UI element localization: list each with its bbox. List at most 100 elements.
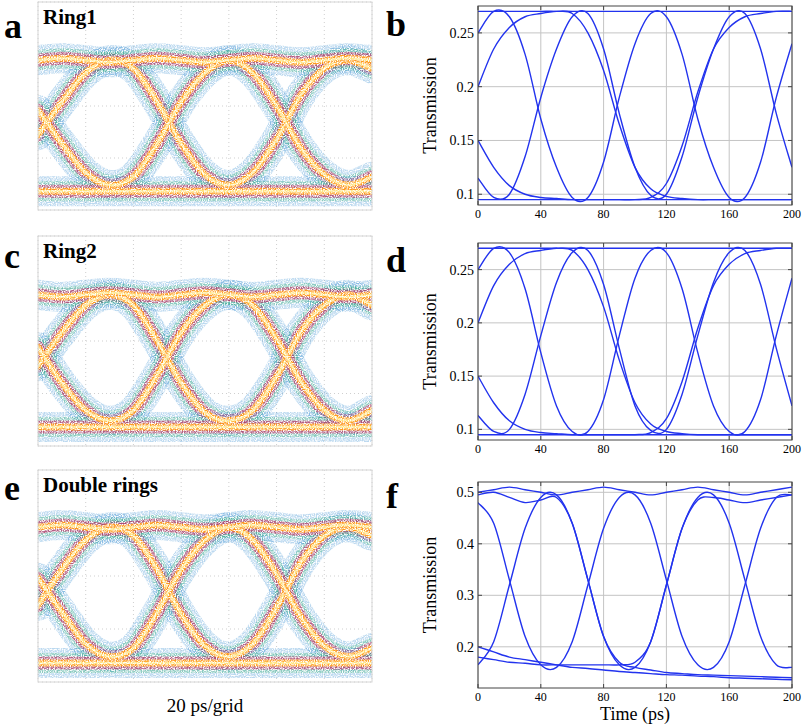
trace	[38, 60, 372, 185]
tick-mark	[478, 269, 482, 270]
panel-title: Double rings	[43, 473, 158, 497]
grid-line	[38, 576, 372, 577]
trace-halo	[38, 527, 372, 656]
y-tick-label: 0.2	[457, 80, 475, 95]
tick-mark	[603, 482, 604, 486]
trace	[478, 11, 792, 199]
tick-mark	[478, 482, 479, 486]
tick-mark	[792, 684, 793, 688]
panel-letter: f	[386, 476, 399, 516]
y-tick-label: 0.25	[450, 263, 475, 278]
trace	[478, 11, 792, 200]
grid-line	[478, 86, 792, 87]
tick-mark	[478, 376, 482, 377]
tick-mark	[666, 436, 667, 440]
panel-title: Ring2	[43, 239, 97, 263]
y-axis-title: Transmission	[420, 57, 440, 153]
tick-mark	[478, 436, 479, 440]
trace-halo	[38, 58, 372, 62]
trace	[478, 11, 792, 200]
tick-mark	[729, 243, 730, 247]
tick-mark	[788, 429, 792, 430]
trace	[478, 140, 792, 199]
y-tick-label: 0.25	[450, 26, 475, 41]
x-tick-label: 40	[535, 207, 547, 221]
tick-mark	[792, 436, 793, 440]
plot-frame	[38, 236, 372, 446]
trace	[478, 248, 792, 435]
trace-halo	[38, 295, 372, 421]
trace	[478, 492, 792, 669]
tick-mark	[478, 194, 482, 195]
trace-core	[38, 527, 372, 656]
trace-halo	[38, 295, 372, 421]
grid-line	[729, 6, 730, 205]
tick-mark	[540, 243, 541, 247]
tick-mark	[792, 482, 793, 486]
grid-line	[38, 106, 372, 107]
trace-halo	[38, 60, 372, 185]
trace-core	[38, 295, 372, 421]
grid-line	[603, 243, 604, 440]
trace-halo	[38, 527, 372, 656]
grid-line	[540, 243, 541, 440]
y-tick-label: 0.15	[450, 369, 475, 384]
grid-line	[478, 269, 792, 270]
trace	[478, 10, 792, 202]
grid-line	[38, 341, 372, 342]
tick-mark	[478, 429, 482, 430]
tick-mark	[729, 201, 730, 205]
tick-mark	[666, 6, 667, 10]
trace	[38, 295, 372, 421]
speckled-traces	[38, 58, 372, 191]
traces	[478, 487, 792, 680]
tick-mark	[788, 595, 792, 596]
tick-mark	[540, 482, 541, 486]
trace-halo	[38, 527, 372, 656]
trace-core	[38, 190, 372, 193]
tick-mark	[792, 201, 793, 205]
x-tick-label: 120	[657, 690, 675, 704]
tick-mark	[788, 140, 792, 141]
tick-mark	[540, 684, 541, 688]
tick-mark	[788, 492, 792, 493]
tick-mark	[478, 595, 482, 596]
tick-mark	[478, 322, 482, 323]
trace-halo	[38, 525, 372, 529]
trace	[38, 188, 372, 195]
trace-halo	[38, 181, 372, 201]
grid-line	[478, 543, 792, 544]
trace-halo	[38, 648, 372, 678]
panel-letter: c	[4, 236, 20, 276]
trace	[38, 424, 372, 431]
grid-line	[478, 322, 792, 323]
tick-mark	[788, 322, 792, 323]
tick-mark	[666, 482, 667, 486]
y-tick-label: 0.15	[450, 133, 475, 148]
trace-core	[38, 58, 372, 62]
trace	[478, 11, 792, 86]
tick-mark	[540, 201, 541, 205]
trace-halo	[38, 527, 372, 656]
traces	[478, 247, 792, 435]
trace	[478, 247, 792, 435]
x-tick-label: 80	[598, 207, 610, 221]
trace	[478, 495, 792, 665]
x-tick-label: 120	[657, 442, 675, 456]
tick-mark	[788, 376, 792, 377]
x-tick-label: 40	[535, 442, 547, 456]
plot-frame	[478, 482, 792, 688]
grid-line	[729, 243, 730, 440]
x-tick-label: 160	[720, 690, 738, 704]
trace-halo	[38, 60, 372, 185]
trace-halo	[38, 653, 372, 673]
x-tick-label: 200	[783, 690, 801, 704]
x-tick-label: 0	[475, 690, 481, 704]
tick-mark	[788, 86, 792, 87]
panel: Ring1a	[4, 2, 372, 210]
trace-halo	[38, 60, 372, 185]
y-tick-label: 0.1	[457, 422, 475, 437]
grid-line	[478, 595, 792, 596]
trace	[38, 527, 372, 656]
x-tick-label: 40	[535, 690, 547, 704]
